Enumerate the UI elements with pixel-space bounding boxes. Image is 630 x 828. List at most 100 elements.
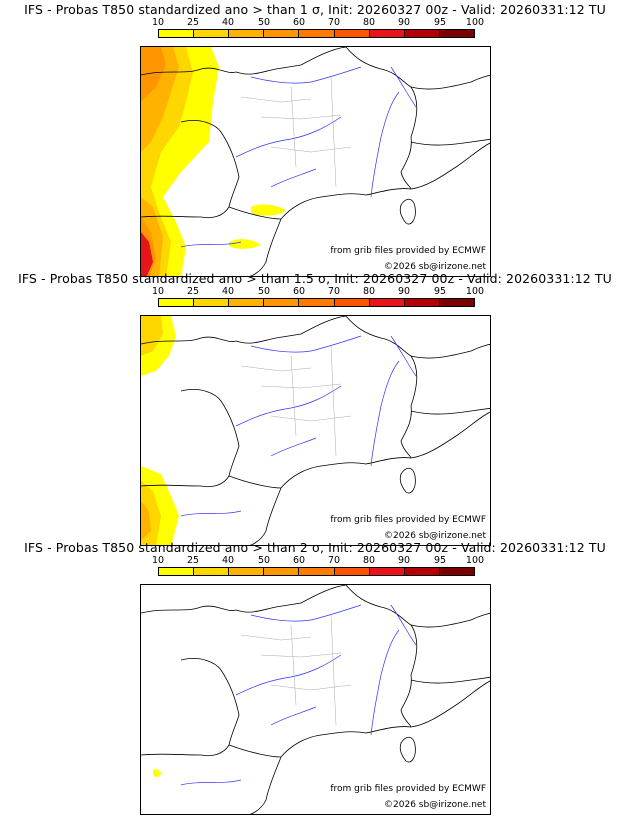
river-meuse <box>390 66 417 108</box>
panel-title: IFS - Probas T850 standardized ano > tha… <box>18 271 612 286</box>
border-east <box>345 316 418 459</box>
colorbar-tick-labels: 10 25 40 50 60 70 80 90 95 100 <box>140 286 484 298</box>
border-switzerland <box>410 138 490 146</box>
colorbar-tick: 80 <box>362 555 376 566</box>
prob-area-10 <box>153 769 161 777</box>
river-seine <box>250 66 362 84</box>
colorbar-tick: 95 <box>433 17 447 28</box>
border-pyrenees <box>228 206 282 220</box>
admin-borders <box>240 76 352 188</box>
colorbar-tick-labels: 10 25 40 50 60 70 80 90 95 100 <box>140 555 484 567</box>
colorbar-tick: 80 <box>362 286 376 297</box>
colorbar <box>158 567 475 576</box>
colorbar-tick: 70 <box>327 555 341 566</box>
colorbar-tick: 70 <box>327 286 341 297</box>
colorbar-tick: 90 <box>397 555 411 566</box>
colorbar-tick: 10 <box>151 17 165 28</box>
colorbar-tick: 90 <box>397 17 411 28</box>
colorbar-segment <box>264 30 300 37</box>
map-panel-1-5sigma: IFS - Probas T850 standardized ano > tha… <box>0 269 630 546</box>
prob-area-40 <box>141 47 179 276</box>
colorbar-tick: 25 <box>186 286 200 297</box>
panel-title: IFS - Probas T850 standardized ano > tha… <box>24 2 606 17</box>
colorbar-segment <box>159 299 195 306</box>
coastline-atlantic <box>141 389 240 488</box>
colorbar <box>158 29 475 38</box>
coastline-mediterranean <box>280 680 490 758</box>
colorbar-tick: 80 <box>362 17 376 28</box>
colorbar-segment <box>334 30 370 37</box>
river-rhone <box>370 360 400 467</box>
colorbar-tick: 60 <box>292 555 306 566</box>
colorbar-segment <box>439 299 474 306</box>
probability-map: from grib files provided by ECMWF ©2026 … <box>140 584 491 815</box>
colorbar-tick: 95 <box>433 286 447 297</box>
colorbar-segment <box>194 30 230 37</box>
admin-borders <box>240 614 352 726</box>
colorbar-tick: 95 <box>433 555 447 566</box>
coastline-mediterranean <box>280 411 490 489</box>
coastline-spain <box>249 487 282 545</box>
river-ebro <box>180 510 242 517</box>
colorbar-segment <box>299 568 335 575</box>
colorbar-tick-labels: 10 25 40 50 60 70 80 90 95 100 <box>140 17 484 29</box>
coastline-spain <box>249 218 282 276</box>
colorbar-tick: 50 <box>257 286 271 297</box>
colorbar-segment <box>404 568 440 575</box>
border-pyrenees <box>228 475 282 489</box>
colorbar <box>158 298 475 307</box>
colorbar-tick: 70 <box>327 17 341 28</box>
river-loire <box>235 654 342 696</box>
river-garonne <box>270 706 317 726</box>
river-ebro <box>180 779 242 786</box>
map-drawing <box>141 47 490 276</box>
coastline-channel <box>141 316 347 345</box>
colorbar-tick: 25 <box>186 17 200 28</box>
border-pyrenees <box>228 744 282 758</box>
colorbar-segment <box>369 30 405 37</box>
border-germany <box>410 612 490 628</box>
colorbar-segment <box>299 30 335 37</box>
colorbar-segment <box>334 299 370 306</box>
river-ebro <box>180 241 242 248</box>
colorbar-segment <box>334 568 370 575</box>
colorbar-tick: 100 <box>465 286 485 297</box>
border-east <box>345 585 418 728</box>
river-loire <box>235 385 342 427</box>
corsica-outline <box>399 198 416 225</box>
river-rhone <box>370 91 400 198</box>
credit-source: from grib files provided by ECMWF <box>330 784 486 794</box>
colorbar-segment <box>369 568 405 575</box>
map-panel-1sigma: IFS - Probas T850 standardized ano > tha… <box>0 0 630 277</box>
border-switzerland <box>410 407 490 415</box>
river-garonne <box>270 437 317 457</box>
admin-borders <box>240 345 352 457</box>
coastline-atlantic <box>141 120 240 219</box>
colorbar-segment <box>229 299 265 306</box>
prob-area-40 <box>141 501 151 541</box>
credit-copyright: ©2026 sb@irizone.net <box>384 800 486 810</box>
coastline-spain <box>249 756 282 814</box>
colorbar-segment <box>194 299 230 306</box>
colorbar-tick: 40 <box>221 286 235 297</box>
coastline-mediterranean <box>280 142 490 220</box>
river-seine <box>250 335 362 353</box>
colorbar-segment <box>439 30 474 37</box>
colorbar-tick: 10 <box>151 555 165 566</box>
colorbar-tick: 50 <box>257 555 271 566</box>
river-meuse <box>390 335 417 377</box>
prob-area-10 <box>251 204 286 216</box>
river-garonne <box>270 168 317 188</box>
colorbar-segment <box>194 568 230 575</box>
colorbar-tick: 60 <box>292 17 306 28</box>
map-panel-2sigma: IFS - Probas T850 standardized ano > tha… <box>0 538 630 815</box>
colorbar-tick: 50 <box>257 17 271 28</box>
colorbar-tick: 60 <box>292 286 306 297</box>
colorbar-tick: 100 <box>465 17 485 28</box>
coastline-channel <box>141 47 347 76</box>
panel-title: IFS - Probas T850 standardized ano > tha… <box>24 540 606 555</box>
river-rhone <box>370 629 400 736</box>
border-germany <box>410 343 490 359</box>
colorbar-tick: 25 <box>186 555 200 566</box>
colorbar-segment <box>229 568 265 575</box>
